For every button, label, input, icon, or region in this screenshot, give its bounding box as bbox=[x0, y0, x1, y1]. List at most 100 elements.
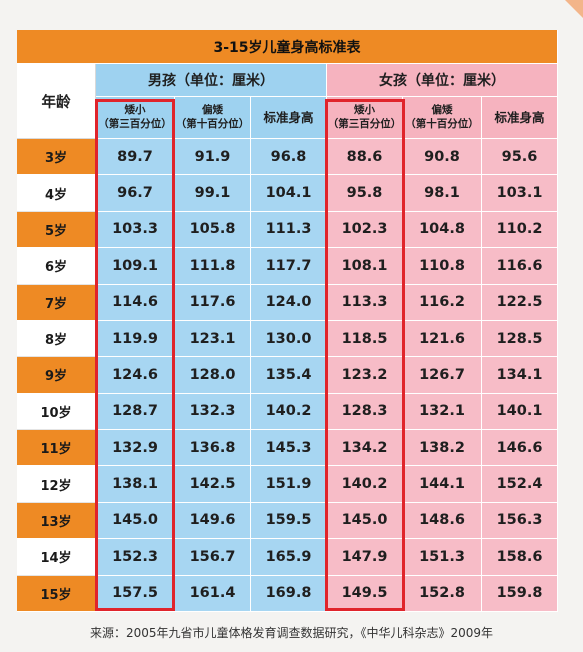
short-percentile: （第三百分位） bbox=[98, 117, 172, 130]
age-cell: 11岁 bbox=[17, 430, 96, 467]
girls-standard-header: 标准身高 bbox=[482, 97, 558, 139]
girl-short-cell: 140.2 bbox=[327, 466, 403, 503]
boy-standard-cell: 117.7 bbox=[251, 248, 327, 285]
boy-standard-cell: 145.3 bbox=[251, 430, 327, 467]
girl-standard-cell: 146.6 bbox=[482, 430, 558, 467]
boy-low-cell: 156.7 bbox=[175, 539, 251, 576]
boys-short-header: 矮小 （第三百分位） bbox=[96, 97, 175, 139]
girl-short-cell: 95.8 bbox=[327, 175, 403, 212]
age-cell: 12岁 bbox=[17, 466, 96, 503]
girl-short-cell: 102.3 bbox=[327, 211, 403, 249]
boy-standard-cell: 140.2 bbox=[251, 393, 327, 430]
boy-low-cell: 117.6 bbox=[175, 284, 251, 321]
height-standard-table: 3-15岁儿童身高标准表 年龄 男孩（单位：厘米） 女孩（单位：厘米） 矮小 （… bbox=[17, 30, 558, 612]
short-label: 矮小 bbox=[354, 104, 375, 117]
boy-standard-cell: 124.0 bbox=[251, 284, 327, 321]
age-cell: 4岁 bbox=[17, 175, 96, 212]
boy-short-cell: 119.9 bbox=[96, 320, 175, 358]
girl-short-cell: 118.5 bbox=[327, 320, 403, 358]
age-cell: 8岁 bbox=[17, 320, 96, 358]
boy-low-cell: 142.5 bbox=[175, 466, 251, 503]
boy-low-cell: 132.3 bbox=[175, 393, 251, 430]
low-percentile: （第十百分位） bbox=[175, 117, 250, 130]
boy-low-cell: 111.8 bbox=[175, 248, 251, 285]
girl-standard-cell: 152.4 bbox=[482, 466, 558, 503]
age-cell: 5岁 bbox=[17, 211, 96, 249]
low-label: 偏矮 bbox=[431, 104, 453, 117]
boy-short-cell: 132.9 bbox=[96, 430, 175, 467]
girl-low-cell: 98.1 bbox=[403, 175, 482, 212]
boy-short-cell: 103.3 bbox=[96, 211, 175, 249]
boy-standard-cell: 169.8 bbox=[251, 575, 327, 612]
boy-low-cell: 161.4 bbox=[175, 575, 251, 612]
boys-standard-header: 标准身高 bbox=[251, 97, 327, 139]
girls-low-header: 偏矮 （第十百分位） bbox=[403, 97, 482, 139]
boy-short-cell: 109.1 bbox=[96, 248, 175, 285]
boy-short-cell: 152.3 bbox=[96, 539, 175, 576]
girl-standard-cell: 122.5 bbox=[482, 284, 558, 321]
age-cell: 15岁 bbox=[17, 575, 96, 612]
girl-short-cell: 88.6 bbox=[327, 139, 403, 176]
age-cell: 14岁 bbox=[17, 539, 96, 576]
girl-short-cell: 123.2 bbox=[327, 357, 403, 394]
girl-short-cell: 128.3 bbox=[327, 393, 403, 430]
boy-short-cell: 89.7 bbox=[96, 139, 175, 176]
girl-low-cell: 121.6 bbox=[403, 320, 482, 358]
table-title: 3-15岁儿童身高标准表 bbox=[17, 30, 558, 64]
girls-group-header: 女孩（单位：厘米） bbox=[327, 64, 558, 97]
girl-standard-cell: 116.6 bbox=[482, 248, 558, 285]
boy-low-cell: 91.9 bbox=[175, 139, 251, 176]
boy-short-cell: 145.0 bbox=[96, 502, 175, 540]
girl-short-cell: 113.3 bbox=[327, 284, 403, 321]
girl-standard-cell: 159.8 bbox=[482, 575, 558, 612]
girl-low-cell: 144.1 bbox=[403, 466, 482, 503]
girl-low-cell: 110.8 bbox=[403, 248, 482, 285]
boy-standard-cell: 151.9 bbox=[251, 466, 327, 503]
low-percentile: （第十百分位） bbox=[405, 117, 479, 130]
boy-short-cell: 157.5 bbox=[96, 575, 175, 612]
girl-short-cell: 145.0 bbox=[327, 502, 403, 540]
girl-low-cell: 138.2 bbox=[403, 430, 482, 467]
girl-low-cell: 148.6 bbox=[403, 502, 482, 540]
boy-short-cell: 138.1 bbox=[96, 466, 175, 503]
girl-low-cell: 104.8 bbox=[403, 211, 482, 249]
boy-short-cell: 96.7 bbox=[96, 175, 175, 212]
girl-standard-cell: 128.5 bbox=[482, 320, 558, 358]
girl-low-cell: 132.1 bbox=[403, 393, 482, 430]
girl-standard-cell: 110.2 bbox=[482, 211, 558, 249]
boy-standard-cell: 159.5 bbox=[251, 502, 327, 540]
girl-low-cell: 90.8 bbox=[403, 139, 482, 176]
boy-standard-cell: 165.9 bbox=[251, 539, 327, 576]
boy-standard-cell: 135.4 bbox=[251, 357, 327, 394]
girl-standard-cell: 158.6 bbox=[482, 539, 558, 576]
short-label: 矮小 bbox=[124, 104, 146, 117]
boy-low-cell: 123.1 bbox=[175, 320, 251, 358]
boy-low-cell: 128.0 bbox=[175, 357, 251, 394]
boy-short-cell: 124.6 bbox=[96, 357, 175, 394]
boy-standard-cell: 96.8 bbox=[251, 139, 327, 176]
boy-standard-cell: 130.0 bbox=[251, 320, 327, 358]
girl-low-cell: 126.7 bbox=[403, 357, 482, 394]
boy-low-cell: 99.1 bbox=[175, 175, 251, 212]
girls-short-header: 矮小 （第三百分位） bbox=[327, 97, 403, 139]
boy-short-cell: 128.7 bbox=[96, 393, 175, 430]
age-cell: 7岁 bbox=[17, 284, 96, 321]
boy-short-cell: 114.6 bbox=[96, 284, 175, 321]
girl-standard-cell: 103.1 bbox=[482, 175, 558, 212]
girl-low-cell: 151.3 bbox=[403, 539, 482, 576]
age-cell: 3岁 bbox=[17, 139, 96, 176]
age-cell: 9岁 bbox=[17, 357, 96, 394]
girl-standard-cell: 95.6 bbox=[482, 139, 558, 176]
boys-low-header: 偏矮 （第十百分位） bbox=[175, 97, 251, 139]
girl-short-cell: 134.2 bbox=[327, 430, 403, 467]
boys-group-header: 男孩（单位：厘米） bbox=[96, 64, 327, 97]
girl-short-cell: 108.1 bbox=[327, 248, 403, 285]
age-column-header: 年龄 bbox=[17, 64, 96, 139]
boy-standard-cell: 104.1 bbox=[251, 175, 327, 212]
age-cell: 10岁 bbox=[17, 393, 96, 430]
girl-short-cell: 149.5 bbox=[327, 575, 403, 612]
girl-standard-cell: 140.1 bbox=[482, 393, 558, 430]
source-citation: 来源：2005年九省市儿童体格发育调查数据研究，《中华儿科杂志》2009年 bbox=[89, 626, 494, 640]
girl-low-cell: 152.8 bbox=[403, 575, 482, 612]
girl-standard-cell: 156.3 bbox=[482, 502, 558, 540]
